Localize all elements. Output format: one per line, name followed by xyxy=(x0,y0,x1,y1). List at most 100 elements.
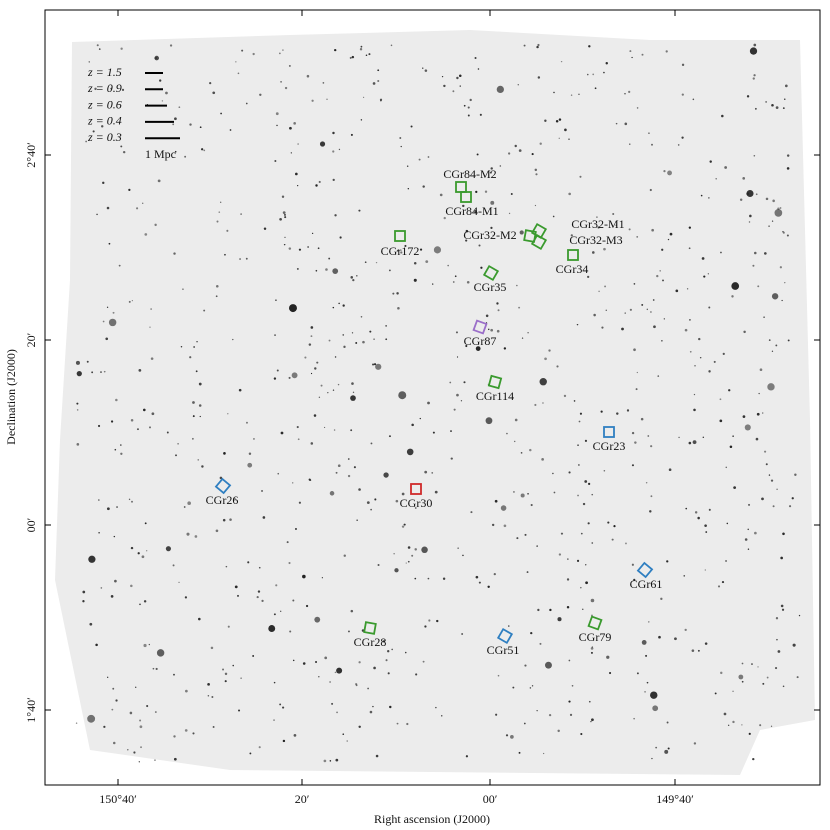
star xyxy=(475,575,479,579)
star xyxy=(603,469,606,472)
star xyxy=(419,417,422,420)
star xyxy=(413,278,417,282)
star xyxy=(342,304,345,307)
star xyxy=(427,577,430,580)
star xyxy=(144,233,148,236)
star xyxy=(337,464,341,468)
star xyxy=(351,55,355,59)
star xyxy=(566,578,570,581)
star xyxy=(263,227,267,230)
star xyxy=(350,276,354,279)
star xyxy=(392,292,395,295)
star xyxy=(199,126,202,129)
star xyxy=(727,724,730,727)
star xyxy=(138,761,140,763)
star xyxy=(527,492,529,495)
star xyxy=(496,85,504,94)
star xyxy=(400,145,402,148)
star xyxy=(478,244,481,247)
star xyxy=(748,221,751,223)
star xyxy=(707,273,709,275)
star xyxy=(262,516,266,519)
star xyxy=(351,332,354,334)
star xyxy=(165,91,168,95)
star xyxy=(650,445,653,448)
star xyxy=(194,535,198,538)
star xyxy=(650,691,658,699)
star xyxy=(407,560,410,563)
star xyxy=(292,659,295,662)
star xyxy=(258,566,261,569)
star xyxy=(274,334,276,336)
star xyxy=(592,251,595,254)
star xyxy=(350,429,353,432)
star xyxy=(398,391,407,400)
star xyxy=(215,284,219,288)
star xyxy=(677,144,680,146)
star xyxy=(694,364,696,367)
star xyxy=(352,391,355,394)
star xyxy=(413,261,417,265)
star xyxy=(315,184,318,187)
star xyxy=(76,402,79,405)
star xyxy=(753,154,756,157)
star xyxy=(298,248,302,251)
star xyxy=(192,401,195,404)
star xyxy=(362,340,365,344)
star xyxy=(353,466,356,469)
star xyxy=(332,389,335,391)
star xyxy=(768,225,770,227)
star xyxy=(616,412,619,415)
star xyxy=(198,382,202,386)
star xyxy=(613,525,616,528)
group-marker xyxy=(530,233,548,251)
star xyxy=(593,313,596,317)
star xyxy=(142,202,144,204)
star xyxy=(373,666,376,670)
star xyxy=(372,82,376,85)
star xyxy=(556,365,559,368)
star xyxy=(113,535,116,538)
star xyxy=(370,442,373,445)
star xyxy=(275,112,279,116)
star xyxy=(530,632,533,635)
star xyxy=(491,523,495,527)
star xyxy=(465,229,469,233)
star xyxy=(510,735,514,739)
star xyxy=(454,275,457,278)
star xyxy=(456,393,459,397)
star xyxy=(333,429,336,431)
star xyxy=(757,285,760,288)
star xyxy=(591,718,594,722)
star xyxy=(586,73,589,76)
star xyxy=(499,165,502,167)
star xyxy=(568,471,571,474)
star xyxy=(772,505,775,508)
star xyxy=(523,44,526,47)
star xyxy=(76,371,82,377)
star xyxy=(605,309,607,311)
star xyxy=(576,559,580,562)
star xyxy=(112,311,115,314)
star xyxy=(514,418,518,422)
star xyxy=(542,402,544,404)
star xyxy=(741,724,743,726)
star xyxy=(692,440,697,445)
star xyxy=(596,216,598,218)
star xyxy=(315,269,318,272)
group-marker xyxy=(472,319,488,335)
star xyxy=(732,435,734,437)
star xyxy=(241,49,244,52)
star xyxy=(714,692,717,695)
star xyxy=(459,85,461,87)
star xyxy=(717,585,721,588)
star xyxy=(238,388,242,392)
star xyxy=(215,295,218,298)
star xyxy=(100,371,102,374)
star xyxy=(253,438,255,440)
star xyxy=(568,700,571,703)
star xyxy=(405,562,407,564)
star xyxy=(788,505,792,508)
star xyxy=(318,676,320,678)
